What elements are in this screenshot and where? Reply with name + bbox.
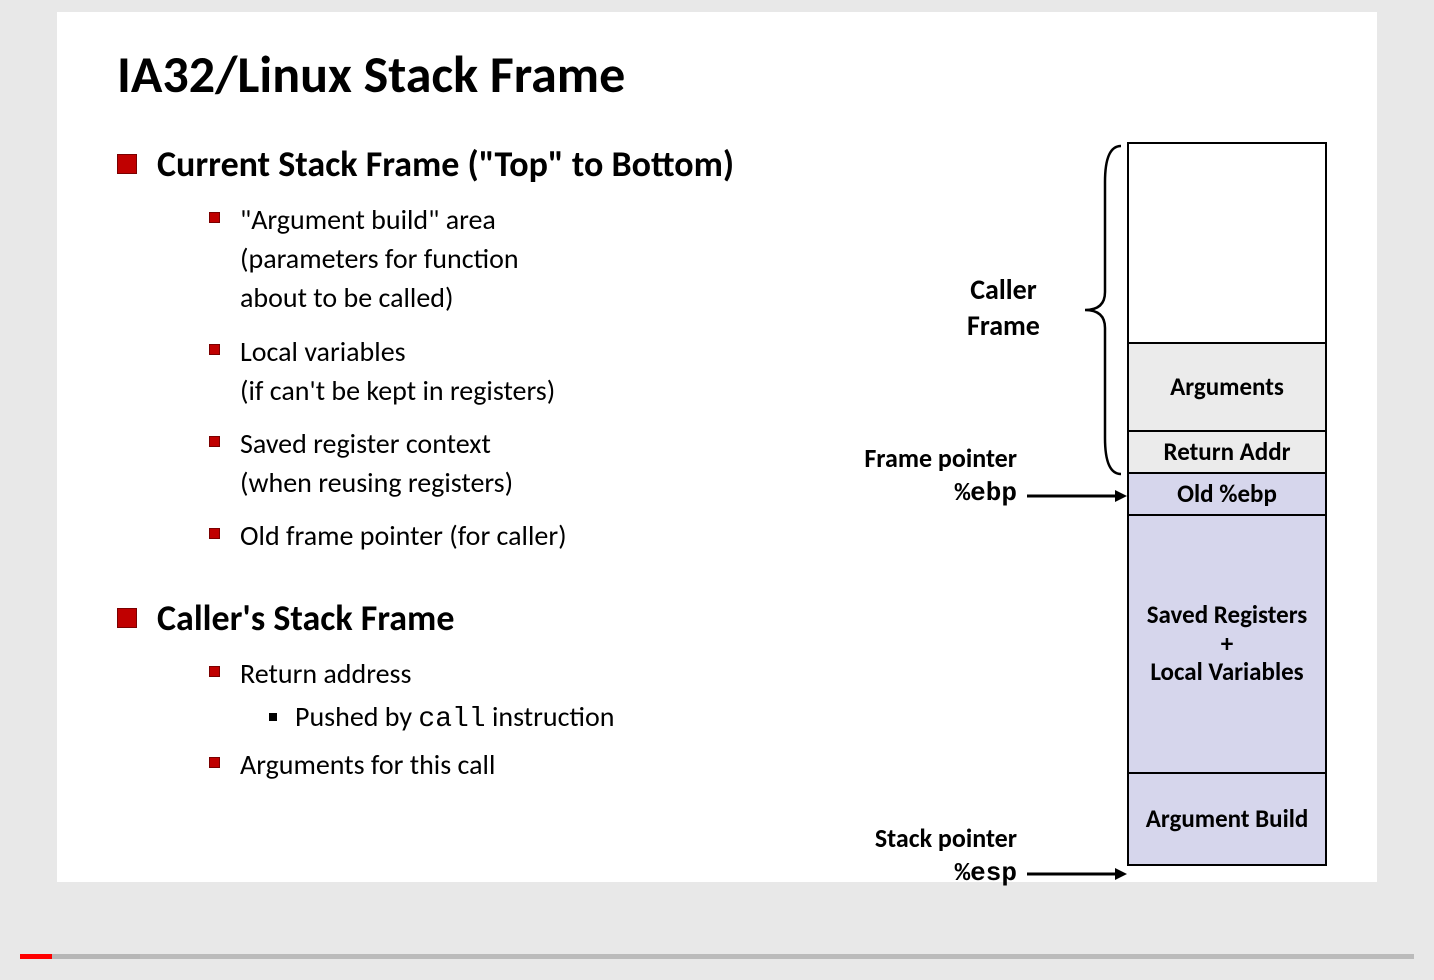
bullet-icon [209,666,220,677]
bullet-icon [269,713,277,721]
bullet-icon [209,528,220,539]
progress-track[interactable] [20,954,1414,959]
bullet-icon [209,757,220,768]
progress-played [20,954,52,959]
stack-cell: Arguments [1129,344,1325,432]
slide: IA32/Linux Stack Frame Current Stack Fra… [57,12,1377,882]
brace-icon [1077,142,1125,478]
stack-cell [1129,144,1325,344]
stack-frame-diagram: Caller Frame Frame pointer %ebp Stack po… [767,142,1327,882]
frame-pointer-label: Frame pointer %ebp [864,442,1017,509]
bullet-icon [209,436,220,447]
stack-cell: Return Addr [1129,432,1325,474]
caller-frame-label: Caller Frame [967,272,1040,345]
stack-cell: Saved Registers + Local Variables [1129,516,1325,774]
bullet-text: Return address [240,654,411,693]
bullet-icon [117,154,137,174]
section-title: Caller's Stack Frame [157,596,454,640]
bullet-icon [209,212,220,223]
stack-column: ArgumentsReturn AddrOld %ebpSaved Regist… [1127,142,1327,866]
slide-title: IA32/Linux Stack Frame [117,42,1377,106]
sub-bullet-text: Pushed by call instruction [295,699,614,735]
arrow-icon [1027,864,1127,884]
bullet-text: Saved register context (when reusing reg… [240,424,513,502]
section-title: Current Stack Frame ("Top" to Bottom) [157,142,734,186]
arrow-icon [1027,486,1127,506]
video-controls[interactable] [0,924,1434,980]
bullet-text: Local variables (if can't be kept in reg… [240,332,555,410]
bullet-text: Old frame pointer (for caller) [240,516,567,555]
stack-cell: Argument Build [1129,774,1325,864]
stack-pointer-label: Stack pointer %esp [875,822,1017,889]
stack-cell: Old %ebp [1129,474,1325,516]
bullet-icon [117,608,137,628]
bullet-text: Arguments for this call [240,745,495,784]
bullet-text: "Argument build" area (parameters for fu… [240,200,519,318]
bullet-icon [209,344,220,355]
